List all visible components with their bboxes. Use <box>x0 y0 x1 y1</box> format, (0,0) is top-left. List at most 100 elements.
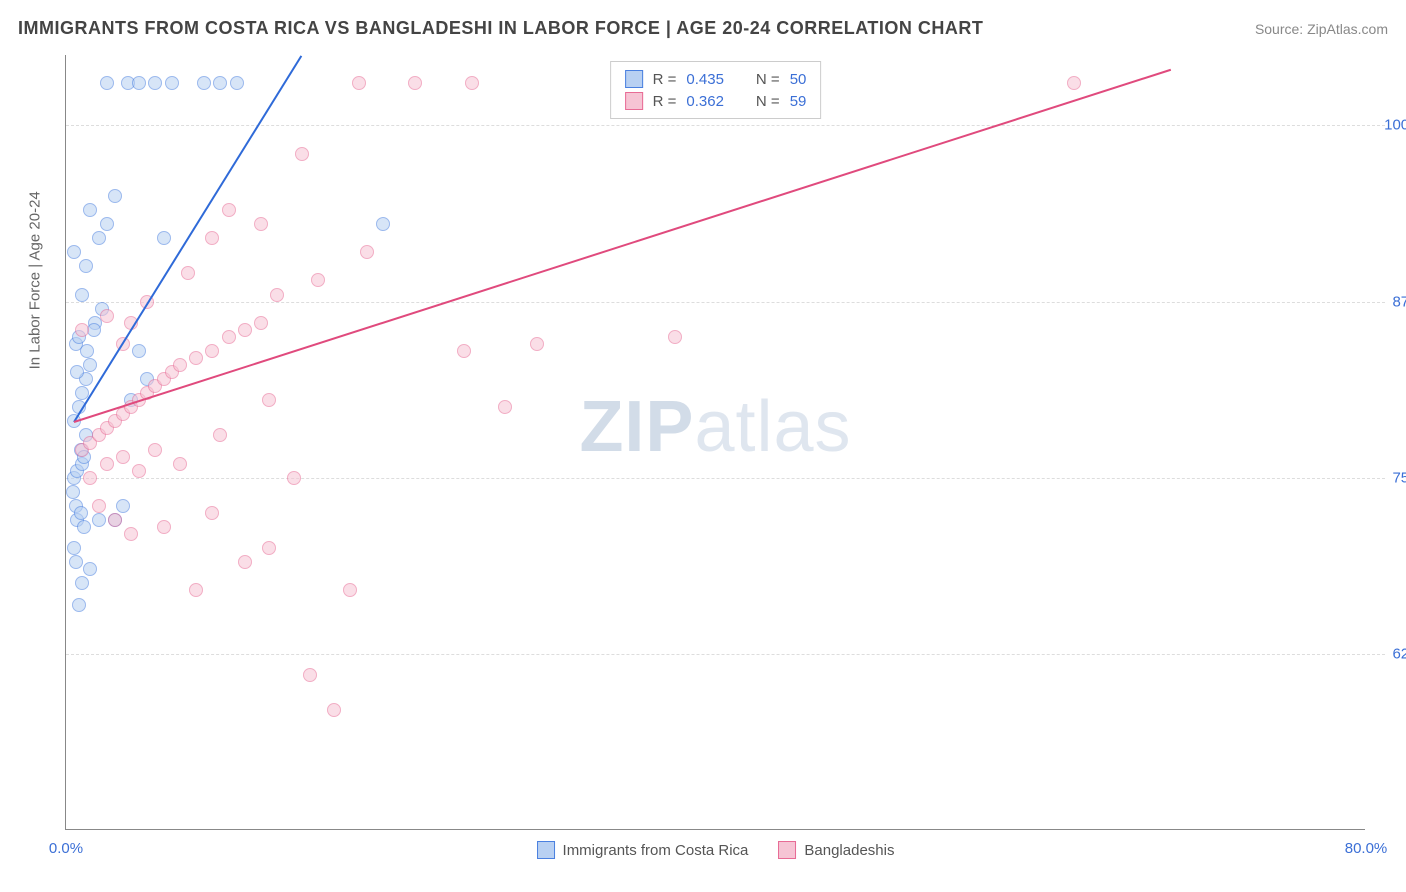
data-point <box>157 231 171 245</box>
data-point <box>457 344 471 358</box>
data-point <box>108 189 122 203</box>
legend-swatch <box>778 841 796 859</box>
y-tick-label: 62.5% <box>1392 645 1406 662</box>
trend-line <box>74 69 1171 423</box>
r-value: 0.362 <box>686 93 724 110</box>
data-point <box>311 273 325 287</box>
data-point <box>270 288 284 302</box>
data-point <box>238 555 252 569</box>
data-point <box>108 513 122 527</box>
data-point <box>498 400 512 414</box>
data-point <box>148 76 162 90</box>
data-point <box>124 527 138 541</box>
data-point <box>67 541 81 555</box>
data-point <box>222 330 236 344</box>
n-label: N = <box>756 71 780 88</box>
data-point <box>148 443 162 457</box>
data-point <box>327 703 341 717</box>
data-point <box>205 344 219 358</box>
legend-item: Immigrants from Costa Rica <box>537 841 749 859</box>
data-point <box>238 323 252 337</box>
n-value: 59 <box>790 93 807 110</box>
data-point <box>287 471 301 485</box>
data-point <box>262 393 276 407</box>
data-point <box>83 358 97 372</box>
watermark: ZIPatlas <box>579 386 851 468</box>
y-axis-label: In Labor Force | Age 20-24 <box>27 191 44 369</box>
trend-line <box>73 55 302 422</box>
data-point <box>75 323 89 337</box>
legend-swatch <box>625 92 643 110</box>
data-point <box>74 506 88 520</box>
data-point <box>1067 76 1081 90</box>
y-tick-label: 87.5% <box>1392 293 1406 310</box>
data-point <box>530 337 544 351</box>
data-point <box>189 583 203 597</box>
data-point <box>66 485 80 499</box>
data-point <box>83 562 97 576</box>
data-point <box>70 365 84 379</box>
title-bar: IMMIGRANTS FROM COSTA RICA VS BANGLADESH… <box>18 18 1388 39</box>
data-point <box>668 330 682 344</box>
data-point <box>352 76 366 90</box>
data-point <box>100 217 114 231</box>
chart-title: IMMIGRANTS FROM COSTA RICA VS BANGLADESH… <box>18 18 983 39</box>
data-point <box>100 76 114 90</box>
data-point <box>100 309 114 323</box>
watermark-atlas: atlas <box>694 387 851 467</box>
data-point <box>132 344 146 358</box>
gridline <box>66 654 1385 655</box>
legend-item: Bangladeshis <box>778 841 894 859</box>
data-point <box>360 245 374 259</box>
data-point <box>230 76 244 90</box>
data-point <box>157 520 171 534</box>
data-point <box>197 76 211 90</box>
gridline <box>66 302 1385 303</box>
legend-label: Immigrants from Costa Rica <box>563 842 749 859</box>
data-point <box>92 231 106 245</box>
data-point <box>408 76 422 90</box>
data-point <box>72 598 86 612</box>
data-point <box>83 203 97 217</box>
data-point <box>116 450 130 464</box>
data-point <box>173 358 187 372</box>
legend-swatch <box>537 841 555 859</box>
y-tick-label: 75.0% <box>1392 469 1406 486</box>
data-point <box>165 76 179 90</box>
data-point <box>189 351 203 365</box>
data-point <box>262 541 276 555</box>
data-point <box>254 316 268 330</box>
data-point <box>92 499 106 513</box>
gridline <box>66 478 1385 479</box>
data-point <box>92 513 106 527</box>
data-point <box>181 266 195 280</box>
data-point <box>83 471 97 485</box>
data-point <box>75 576 89 590</box>
n-label: N = <box>756 93 780 110</box>
data-point <box>116 499 130 513</box>
n-value: 50 <box>790 71 807 88</box>
data-point <box>465 76 479 90</box>
legend-label: Bangladeshis <box>804 842 894 859</box>
data-point <box>67 245 81 259</box>
data-point <box>79 259 93 273</box>
gridline <box>66 125 1385 126</box>
data-point <box>376 217 390 231</box>
data-point <box>303 668 317 682</box>
data-point <box>222 203 236 217</box>
data-point <box>75 288 89 302</box>
x-tick-label: 0.0% <box>49 840 83 857</box>
data-point <box>205 506 219 520</box>
data-point <box>205 231 219 245</box>
data-point <box>100 457 114 471</box>
r-value: 0.435 <box>686 71 724 88</box>
watermark-zip: ZIP <box>579 387 694 467</box>
x-tick-label: 80.0% <box>1345 840 1388 857</box>
y-tick-label: 100.0% <box>1384 117 1406 134</box>
legend-swatch <box>625 70 643 88</box>
data-point <box>295 147 309 161</box>
scatter-plot: ZIPatlas R =0.435N =50R =0.362N =59 Immi… <box>65 55 1365 830</box>
series-legend: Immigrants from Costa Rica Bangladeshis <box>537 841 895 859</box>
r-label: R = <box>653 71 677 88</box>
data-point <box>80 344 94 358</box>
